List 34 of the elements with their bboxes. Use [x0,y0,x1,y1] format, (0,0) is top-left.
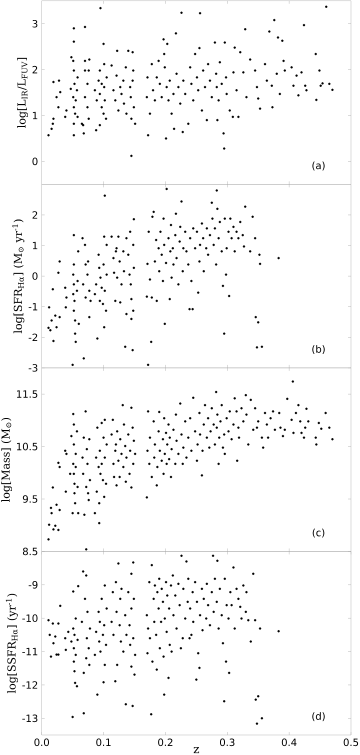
y-tick-label: 11.5 [17,390,38,398]
y-tick-label: -1 [28,303,38,310]
x-tick-label: 0.0 [34,738,49,746]
y-tick-label: 2 [32,66,38,74]
y-axis-title: log[SFR$_{Hα}$] (M$_{⊙}$ yr$^{-1}$) [12,220,24,334]
y-tick-label: -13 [22,714,38,722]
annotation: (d) [312,712,325,722]
x-tick-label: 0.5 [344,738,358,746]
y-axis-title: log[SSFR$_{Hα}$] (yr$^{-1}$) [6,594,18,694]
y-tick-label: 1 [32,242,38,250]
y-tick-label: -12 [22,681,38,689]
y-tick-label: 8.5 [22,548,38,556]
y-tick-label: -10 [22,614,38,622]
y-tick-label: -9 [28,581,38,589]
y-tick-label: 1 [32,112,38,120]
x-tick-label: 0.3 [220,738,234,746]
y-tick-label: 10.5 [17,442,38,450]
y-tick-label: -2 [28,334,38,342]
y-tick-label: -3 [28,364,38,372]
y-tick-label: 9.5 [22,495,38,503]
x-tick-label: 0.2 [158,738,172,746]
y-tick-label: 3 [32,20,38,28]
x-tick-label: 0.1 [96,738,111,746]
y-tick-label: 0 [32,272,38,280]
y-tick-label: 2 [32,211,38,219]
y-tick-label: 0 [32,158,38,166]
y-axis-title: log[L$_{IR}$/L$_{FUV}$] [17,58,28,128]
y-axis-title: log[Mass] (M$_{⊙}$) [1,418,12,502]
annotation: (b) [312,345,325,354]
annotation: (c) [312,528,324,538]
annotation: (a) [312,162,325,170]
x-tick-label: 0.4 [282,738,297,746]
y-tick-label: -11 [22,648,38,656]
x-axis-title: z [194,746,200,754]
